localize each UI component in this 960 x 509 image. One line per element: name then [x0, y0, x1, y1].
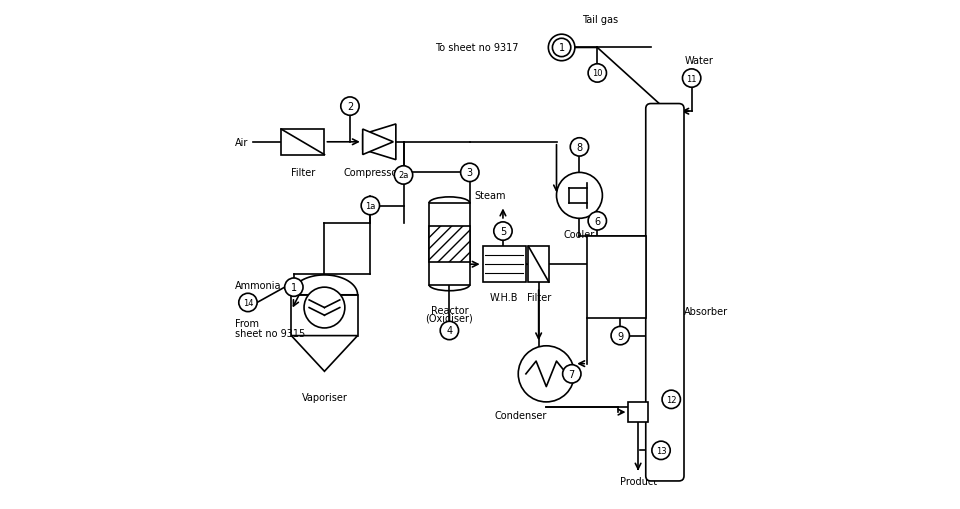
Bar [483, 247, 526, 282]
Text: 5: 5 [500, 227, 506, 237]
Text: To sheet no 9317: To sheet no 9317 [435, 43, 518, 53]
Text: Condenser: Condenser [494, 410, 547, 420]
Bar [628, 402, 648, 422]
Text: 3: 3 [467, 168, 473, 178]
Text: 10: 10 [592, 69, 603, 78]
Circle shape [304, 288, 345, 328]
Text: 9: 9 [617, 331, 623, 341]
Text: 1a: 1a [365, 202, 375, 211]
Text: 8: 8 [576, 143, 583, 153]
Bar [281, 130, 324, 155]
Text: 11: 11 [686, 74, 697, 83]
Text: 14: 14 [243, 298, 253, 307]
Text: 2: 2 [347, 102, 353, 112]
Text: Water: Water [684, 56, 713, 66]
Text: Filter: Filter [291, 168, 315, 178]
Circle shape [563, 365, 581, 383]
Text: Product: Product [619, 476, 657, 486]
Text: Reactor: Reactor [431, 305, 468, 316]
Circle shape [552, 39, 571, 58]
Text: 7: 7 [568, 369, 575, 379]
Bar [588, 237, 646, 318]
Circle shape [612, 327, 630, 345]
Polygon shape [363, 125, 396, 160]
Text: 6: 6 [594, 216, 600, 227]
Circle shape [588, 65, 607, 83]
Circle shape [548, 35, 575, 62]
Circle shape [395, 166, 413, 185]
Polygon shape [291, 336, 357, 372]
Text: Cooler: Cooler [564, 229, 595, 239]
Circle shape [570, 138, 588, 157]
Circle shape [662, 390, 681, 409]
Text: Vaporiser: Vaporiser [301, 392, 348, 402]
Polygon shape [363, 130, 394, 155]
Text: Compressor: Compressor [344, 168, 402, 178]
Circle shape [518, 346, 574, 402]
Bar [291, 295, 357, 336]
Circle shape [652, 441, 670, 460]
Circle shape [341, 98, 359, 116]
Text: (Oxidiser): (Oxidiser) [425, 313, 473, 323]
Circle shape [557, 173, 602, 219]
Text: 1: 1 [291, 282, 297, 293]
Text: 2a: 2a [398, 171, 409, 180]
Text: Steam: Steam [474, 191, 506, 201]
Text: Mixer: Mixer [654, 407, 680, 417]
Text: sheet no 9315: sheet no 9315 [235, 328, 305, 338]
Circle shape [588, 212, 607, 231]
Circle shape [493, 222, 512, 241]
Text: 12: 12 [666, 395, 677, 404]
Text: 13: 13 [656, 446, 666, 455]
Circle shape [239, 294, 257, 312]
Circle shape [441, 322, 459, 340]
Bar [429, 204, 469, 285]
Text: Filter: Filter [526, 293, 551, 303]
Circle shape [361, 197, 379, 215]
Text: W.H.B: W.H.B [490, 293, 518, 303]
Circle shape [683, 70, 701, 88]
Text: 4: 4 [446, 326, 452, 336]
Circle shape [285, 278, 303, 297]
Text: From: From [235, 318, 259, 328]
Circle shape [461, 164, 479, 182]
Text: Absorber: Absorber [684, 306, 728, 316]
Bar [429, 227, 469, 262]
Polygon shape [291, 275, 357, 295]
Text: Air: Air [235, 137, 249, 148]
Text: 1: 1 [559, 43, 564, 53]
Text: Tail gas: Tail gas [582, 15, 618, 25]
Polygon shape [528, 247, 549, 282]
Text: Ammonia: Ammonia [235, 280, 281, 290]
FancyBboxPatch shape [646, 104, 684, 481]
